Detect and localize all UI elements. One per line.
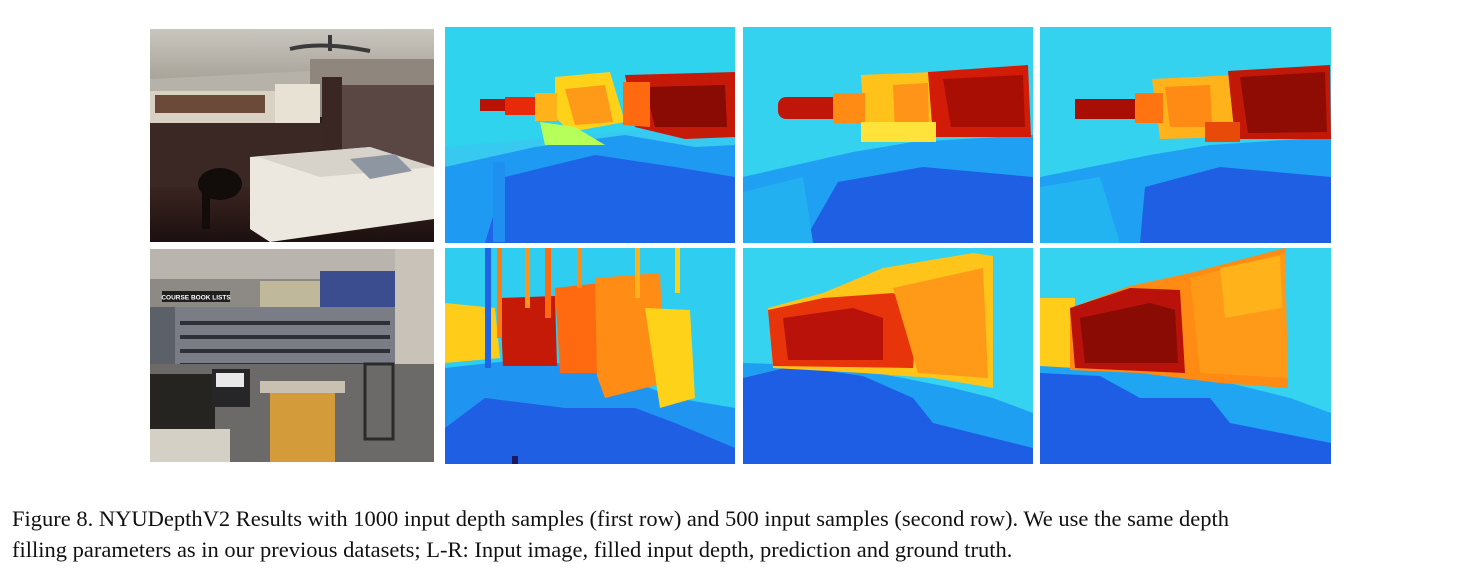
row1-ground-truth <box>1040 27 1331 243</box>
row2-ground-truth <box>1040 248 1331 464</box>
row2-filled-input-depth <box>445 248 735 464</box>
caption-line-1: Figure 8. NYUDepthV2 Results with 1000 i… <box>12 506 1229 531</box>
row1-input-image <box>150 29 434 242</box>
row1-filled-input-depth <box>445 27 735 243</box>
row1-prediction <box>743 27 1033 243</box>
figure-caption: Figure 8. NYUDepthV2 Results with 1000 i… <box>12 503 1472 565</box>
caption-line-2: filling parameters as in our previous da… <box>12 537 1013 562</box>
row2-prediction <box>743 248 1033 464</box>
row2-input-image: COURSE BOOK LISTS <box>150 249 434 462</box>
course-book-lists-sign: COURSE BOOK LISTS <box>161 295 231 302</box>
